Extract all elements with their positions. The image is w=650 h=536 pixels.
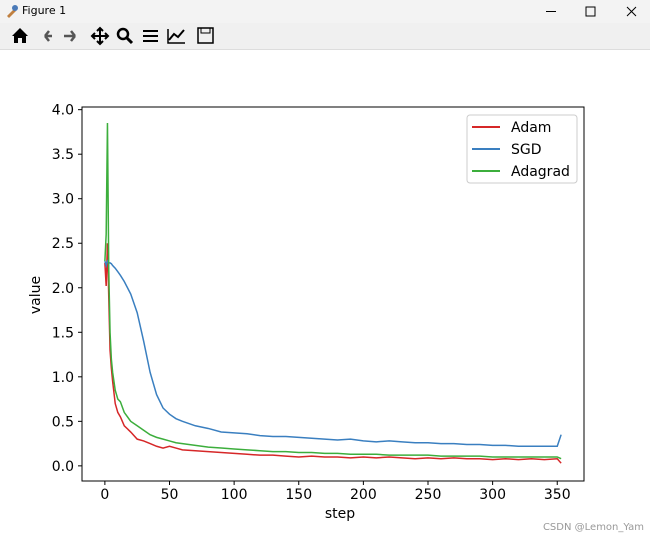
x-tick-label: 250 (415, 487, 442, 503)
maximize[interactable] (585, 6, 596, 17)
toolbar-icons (12, 26, 214, 46)
x-tick-label: 50 (161, 487, 179, 503)
line-series (104, 243, 562, 464)
legend-label: Adam (511, 120, 551, 136)
edit-button[interactable] (167, 29, 185, 44)
save-button[interactable] (197, 27, 214, 44)
x-tick-label: 150 (285, 487, 312, 503)
legend-box (466, 114, 578, 184)
configure-button[interactable] (143, 30, 158, 42)
pan-button[interactable] (90, 26, 110, 46)
zoom-button[interactable] (116, 27, 134, 45)
chart: step value 0 50 100 150 200 250 300 350 0.0 0.5 1.… (28, 103, 585, 522)
home-button[interactable] (12, 28, 28, 43)
x-tick-label: 100 (221, 487, 248, 503)
legend-label: SGD (511, 142, 542, 158)
watermark: CSDN @Lemon_Yam (542, 522, 644, 533)
x-axis-label: step (325, 506, 355, 522)
back-button[interactable] (44, 30, 52, 42)
line-series (104, 123, 562, 460)
y-tick-label: 0.5 (52, 414, 74, 430)
y-tick-label: 1.5 (52, 325, 74, 341)
app-icon (7, 5, 18, 18)
y-tick-label: 2.0 (52, 281, 74, 297)
plot-frame (81, 106, 585, 482)
y-tick-label: 2.5 (52, 236, 74, 252)
title-bar: Figure 1 (0, 0, 650, 23)
y-tick-label: 0.0 (52, 459, 74, 475)
legend-label: Adagrad (511, 164, 570, 180)
y-axis-label: value (28, 276, 44, 314)
y-tick-label: 1.0 (52, 370, 74, 386)
window-title: Figure 1 (22, 4, 67, 17)
x-tick-label: 0 (100, 487, 109, 503)
y-tick-label: 3.0 (52, 192, 74, 208)
y-tick-label: 3.5 (52, 147, 74, 163)
window-controls[interactable] (530, 0, 650, 23)
line-series (104, 259, 562, 448)
x-tick-label: 300 (479, 487, 506, 503)
close[interactable] (626, 6, 637, 17)
toolbar (0, 23, 650, 50)
y-tick-label: 4.0 (52, 103, 74, 119)
x-tick-label: 350 (544, 487, 571, 503)
x-tick-label: 200 (350, 487, 377, 503)
forward-button[interactable] (64, 30, 76, 42)
